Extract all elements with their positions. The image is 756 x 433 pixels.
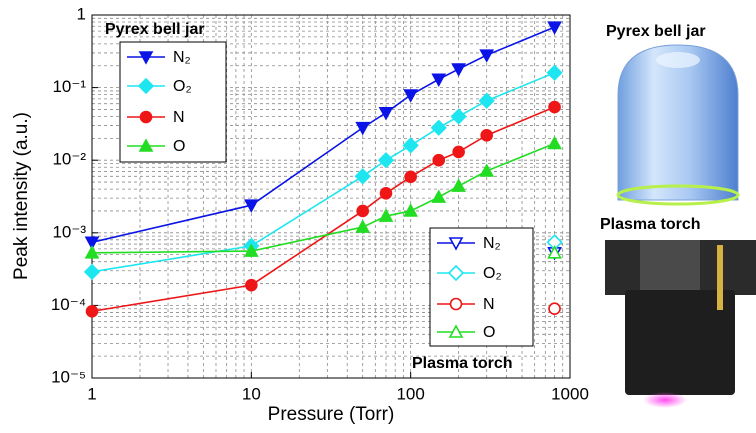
marker: [451, 178, 466, 192]
x-axis-label: Pressure (Torr): [268, 404, 395, 425]
annotation: Plasma torch: [412, 355, 512, 372]
legend-label: O: [173, 138, 185, 155]
marker: [451, 63, 466, 77]
legend-marker: [138, 138, 154, 152]
legend-marker: [137, 77, 155, 95]
y-tick-label: 1: [77, 4, 86, 23]
legend-label: O₂: [173, 78, 192, 95]
marker: [431, 189, 447, 203]
marker: [479, 163, 495, 177]
marker: [378, 106, 394, 121]
marker: [356, 204, 370, 218]
marker: [547, 135, 562, 150]
marker: [245, 278, 258, 292]
legend-label: O₂: [483, 265, 502, 282]
marker: [355, 219, 371, 233]
marker: [403, 203, 419, 217]
marker: [243, 199, 259, 213]
marker: [402, 137, 419, 154]
marker: [450, 108, 467, 125]
marker: [547, 21, 562, 35]
marker: [547, 245, 562, 259]
marker: [83, 263, 101, 280]
legend-label: N₂: [173, 49, 191, 66]
legend-label: O: [483, 324, 495, 341]
marker: [432, 153, 446, 167]
marker: [379, 187, 393, 200]
marker: [84, 245, 100, 259]
y-tick-label: 10⁻¹: [52, 77, 86, 96]
y-tick-label: 10⁻³: [52, 222, 86, 241]
legend-label: N: [173, 109, 185, 126]
legend-marker: [138, 51, 154, 65]
marker: [85, 304, 99, 318]
y-tick-label: 10⁻⁴: [51, 295, 86, 314]
legend-label: N₂: [483, 235, 501, 252]
marker: [354, 168, 371, 185]
marker: [431, 73, 447, 87]
marker: [404, 170, 417, 184]
marker: [243, 243, 259, 257]
marker: [378, 208, 394, 222]
marker: [478, 92, 495, 109]
y-tick-label: 10⁻⁵: [51, 367, 86, 386]
plasma-torch-photo: [605, 240, 756, 408]
x-tick-label: 1000: [551, 384, 589, 403]
y-axis-label: Peak intensity (a.u.): [11, 112, 32, 280]
marker: [452, 145, 465, 159]
legend-label: N: [483, 296, 495, 313]
legend-box: [429, 227, 534, 347]
photo-label: Pyrex bell jar: [606, 23, 706, 40]
y-tick-label: 10⁻²: [52, 150, 86, 169]
legend-box: [119, 41, 227, 163]
bell-jar-photo: [616, 44, 740, 206]
marker: [546, 64, 563, 81]
marker: [377, 152, 395, 169]
x-tick-label: 1: [87, 384, 96, 403]
marker: [403, 89, 419, 103]
marker: [548, 100, 561, 114]
legend-marker: [448, 237, 464, 251]
marker: [430, 119, 447, 136]
x-tick-label: 10: [242, 384, 261, 403]
legend-marker: [448, 324, 464, 338]
marker: [480, 129, 493, 142]
x-tick-label: 100: [396, 384, 424, 403]
marker: [84, 236, 100, 250]
legend-marker: [447, 264, 465, 282]
annotation: Pyrex bell jar: [105, 21, 205, 38]
legend-marker: [139, 110, 153, 124]
legend-marker: [449, 297, 463, 311]
marker: [355, 121, 371, 136]
marker: [548, 302, 561, 316]
marker: [479, 49, 495, 63]
photo-label: Plasma torch: [600, 216, 700, 233]
plot-frame: [91, 14, 571, 379]
